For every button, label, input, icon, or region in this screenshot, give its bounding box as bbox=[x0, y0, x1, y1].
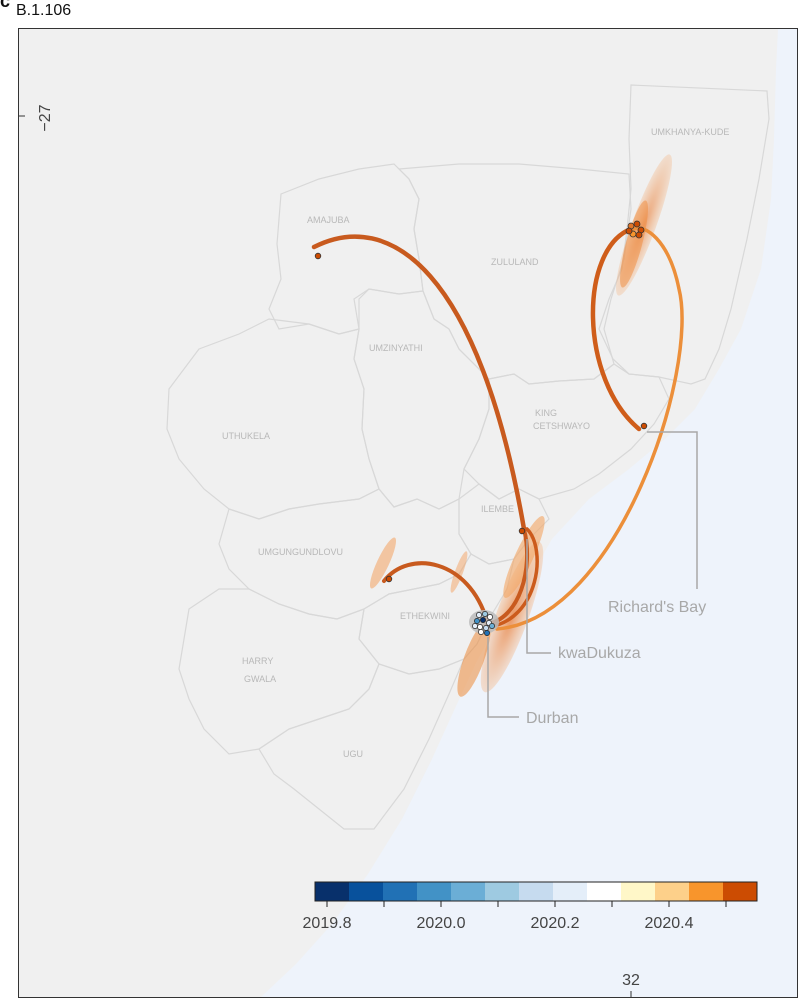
legend-swatch bbox=[315, 882, 350, 901]
legend-swatch bbox=[655, 882, 690, 901]
legend-tick-2020-0: 2020.0 bbox=[417, 915, 466, 932]
region-label-ilembe: ILEMBE bbox=[481, 504, 514, 514]
region-label-umzinyathi: UMZINYATHI bbox=[369, 343, 423, 353]
region-label-umgungundlovu: UMGUNGUNDLOVU bbox=[258, 547, 343, 557]
region-label-gwala: GWALA bbox=[244, 674, 276, 684]
land-area bbox=[19, 29, 778, 997]
legend-swatch bbox=[383, 882, 418, 901]
legend-swatch bbox=[417, 882, 452, 901]
legend-swatch bbox=[723, 882, 758, 901]
legend-tick-2020-4: 2020.4 bbox=[645, 915, 694, 932]
arc-umkhanya-kingcetshwayo bbox=[590, 226, 642, 432]
callout-richards-bay: Richard's Bay bbox=[608, 599, 706, 616]
map-frame: UMKHANYA-KUDE AMAJUBA ZULULAND UMZINYATH… bbox=[18, 28, 798, 998]
legend-swatch bbox=[485, 882, 520, 901]
region-label-king: KING bbox=[535, 408, 557, 418]
leader-richards-bay bbox=[647, 431, 698, 589]
figure-title: B.1.106 bbox=[16, 2, 72, 19]
arc-durban-umkhanya bbox=[495, 226, 684, 631]
legend-tick-2020-2: 2020.2 bbox=[531, 915, 580, 932]
point-umgungundlovu bbox=[385, 575, 393, 583]
region-label-ugu: UGU bbox=[343, 749, 363, 759]
region-label-harry: HARRY bbox=[242, 656, 273, 666]
callout-durban: Durban bbox=[526, 710, 578, 727]
region-label-amajuba: AMAJUBA bbox=[307, 215, 350, 225]
legend-swatch bbox=[519, 882, 554, 901]
date-color-legend: 2019.8 2020.0 2020.2 2020.4 bbox=[303, 881, 758, 932]
arc-amajuba-ilembe bbox=[311, 234, 527, 532]
legend-border bbox=[314, 881, 758, 902]
durban-sample-cluster bbox=[469, 610, 499, 636]
legend-swatch bbox=[621, 882, 656, 901]
map-canvas: UMKHANYA-KUDE AMAJUBA ZULULAND UMZINYATH… bbox=[19, 29, 797, 997]
legend-swatch bbox=[587, 882, 622, 901]
region-label-umkhanya-kude: UMKHANYA-KUDE bbox=[651, 127, 729, 137]
point-richards-bay bbox=[640, 422, 648, 430]
point-amajuba bbox=[314, 252, 322, 260]
region-label-cetshwayo: CETSHWAYO bbox=[533, 421, 590, 431]
sample-points bbox=[314, 220, 648, 583]
arc-umgungundlovu-durban bbox=[382, 561, 489, 623]
legend-swatch bbox=[451, 882, 486, 901]
leader-durban bbox=[487, 637, 519, 718]
legend-tick-2019-8: 2019.8 bbox=[303, 915, 352, 932]
legend-swatch bbox=[553, 882, 588, 901]
region-label-uthukela: UTHUKELA bbox=[222, 431, 270, 441]
leader-kwadukuza bbox=[526, 539, 551, 654]
legend-swatch bbox=[349, 882, 384, 901]
legend-swatch bbox=[689, 882, 724, 901]
arc-durban-ilembe-2 bbox=[487, 527, 539, 629]
region-label-ethekwini: ETHEKWINI bbox=[400, 611, 450, 621]
panel-letter: c bbox=[0, 0, 11, 11]
region-label-zululand: ZULULAND bbox=[491, 257, 539, 267]
point-kwadukuza bbox=[518, 527, 526, 535]
callout-leaders bbox=[487, 431, 698, 718]
callout-kwadukuza: kwaDukuza bbox=[558, 645, 641, 662]
